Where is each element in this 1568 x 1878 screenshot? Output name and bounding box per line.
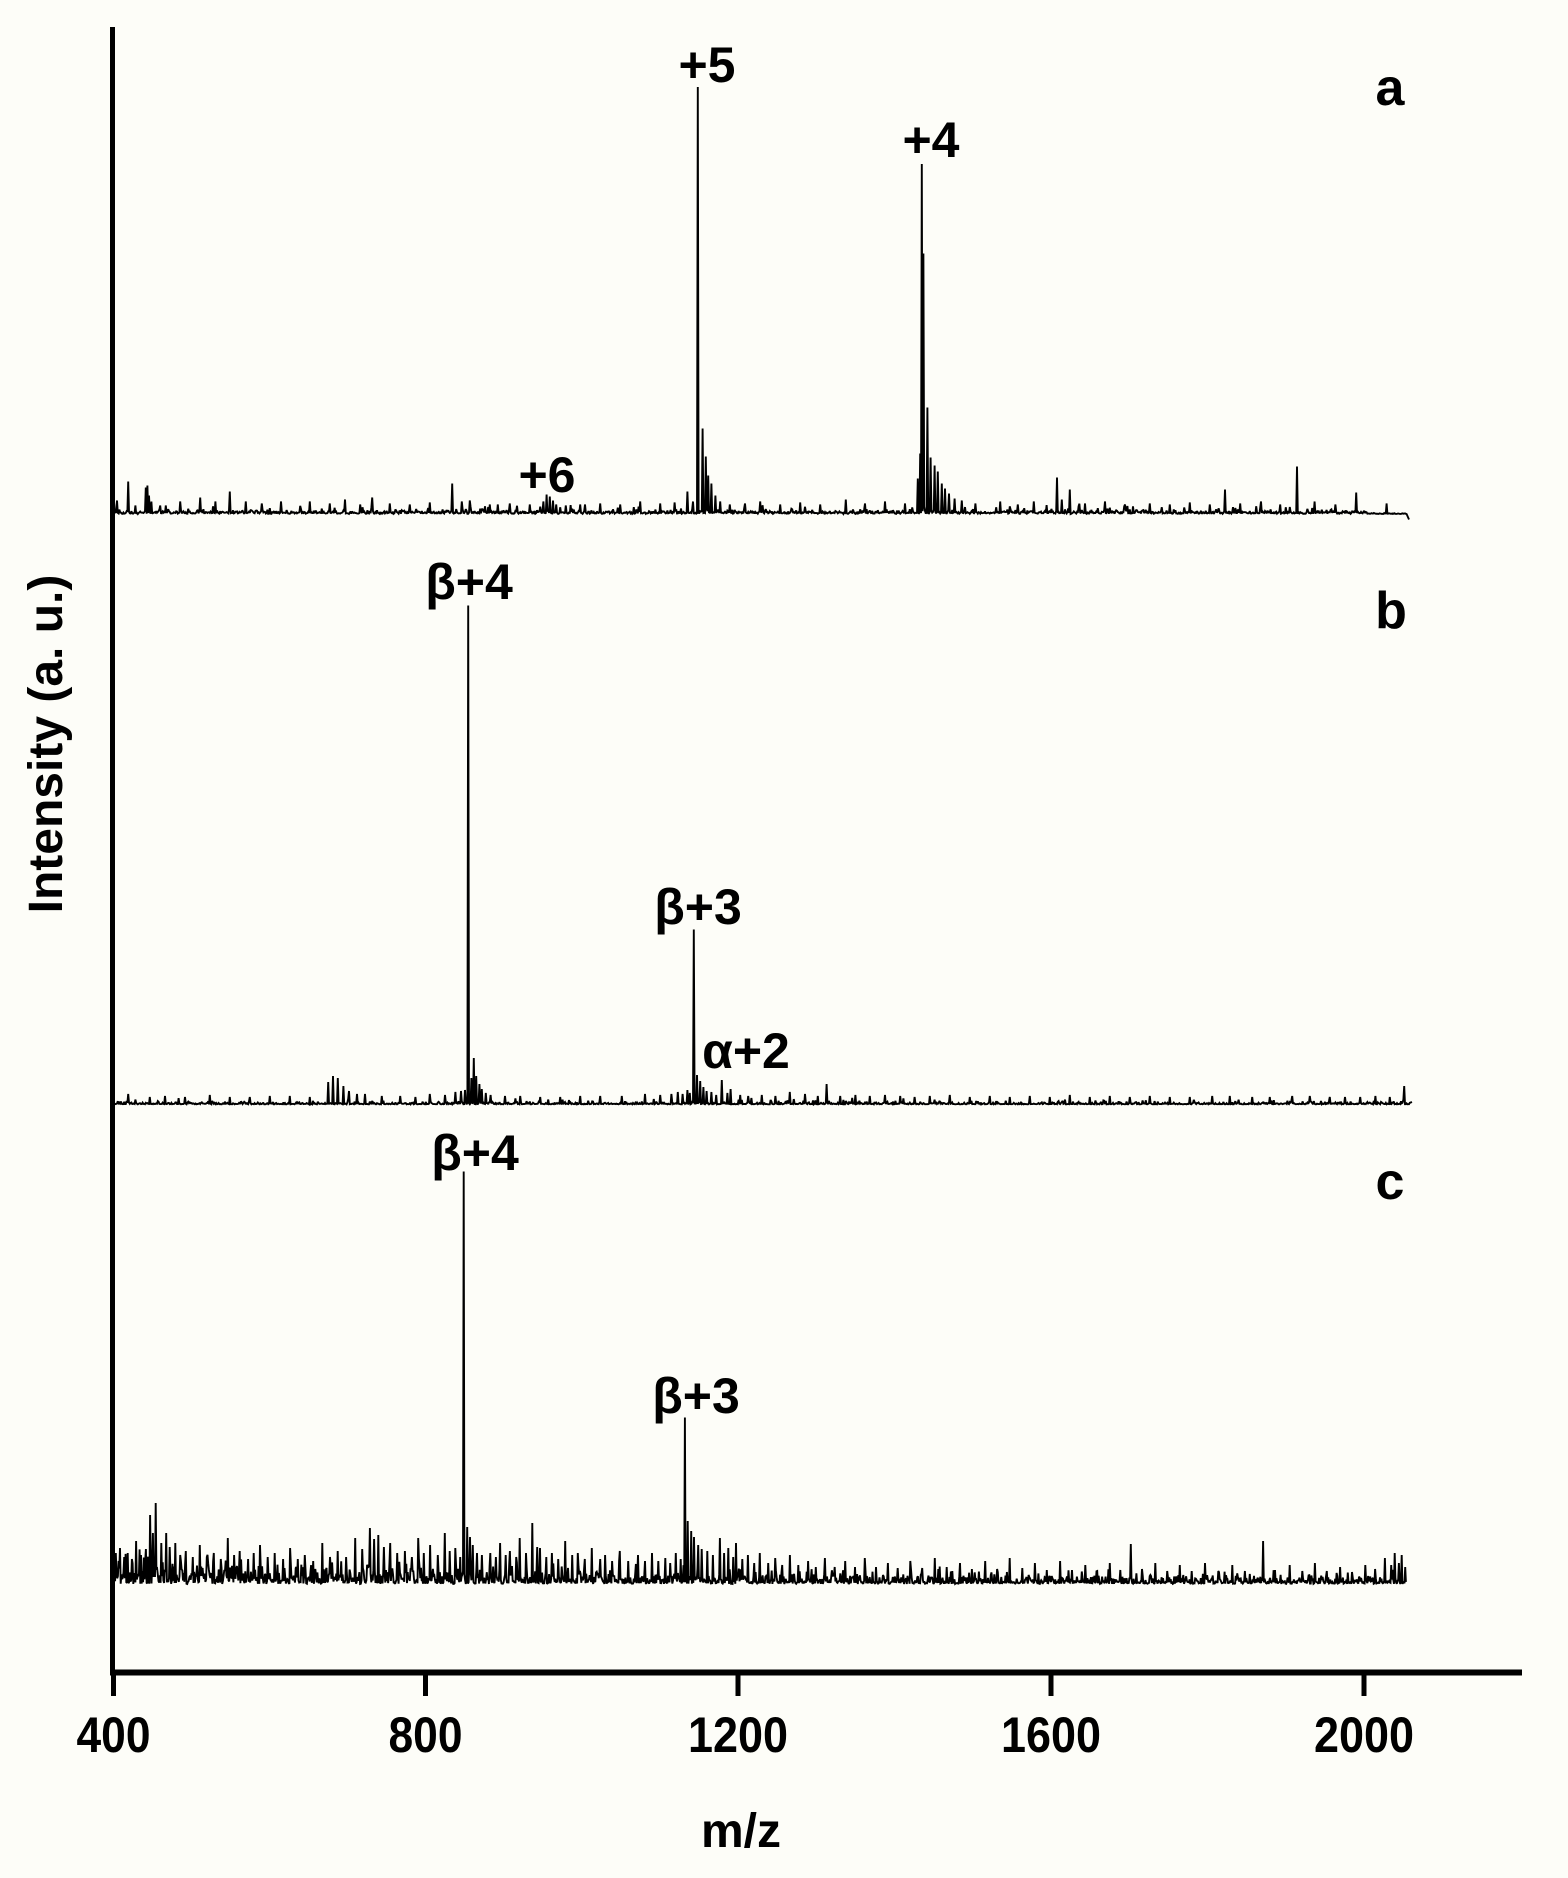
svg-text:+4: +4 <box>902 112 959 168</box>
svg-text:800: 800 <box>389 1707 463 1763</box>
svg-text:1600: 1600 <box>1001 1707 1101 1763</box>
svg-text:+6: +6 <box>518 447 575 503</box>
svg-text:α+2: α+2 <box>702 1023 790 1079</box>
svg-text:Intensity (a. u.): Intensity (a. u.) <box>20 575 73 914</box>
svg-text:β+3: β+3 <box>652 1368 740 1424</box>
svg-text:2000: 2000 <box>1314 1707 1414 1763</box>
svg-text:b: b <box>1375 582 1407 640</box>
svg-text:c: c <box>1376 1153 1405 1211</box>
svg-text:400: 400 <box>77 1707 151 1763</box>
svg-text:1200: 1200 <box>688 1707 788 1763</box>
svg-text:m/z: m/z <box>701 1805 781 1858</box>
svg-text:a: a <box>1376 59 1406 117</box>
svg-text:+5: +5 <box>678 37 735 93</box>
svg-text:β+4: β+4 <box>425 554 513 610</box>
svg-text:β+4: β+4 <box>431 1125 519 1181</box>
svg-text:β+3: β+3 <box>654 879 742 935</box>
